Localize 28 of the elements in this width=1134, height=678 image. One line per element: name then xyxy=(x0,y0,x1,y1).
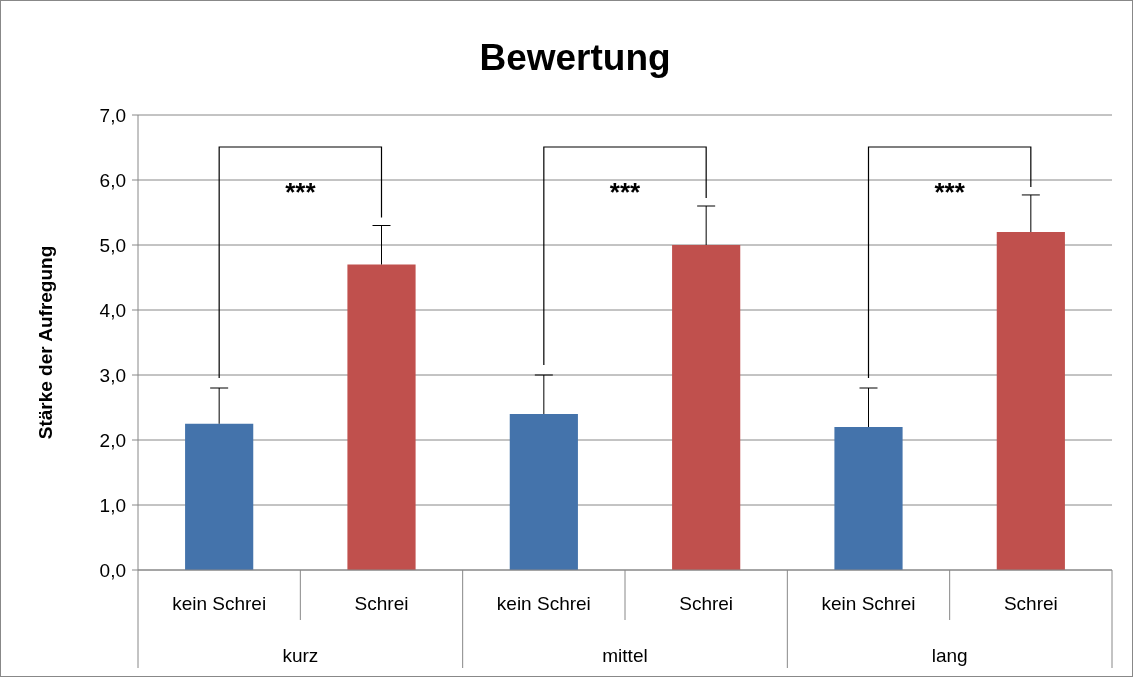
bar xyxy=(185,423,254,570)
chart-title: Bewertung xyxy=(479,37,671,78)
bar xyxy=(672,245,741,570)
y-axis-title: Stärke der Aufregung xyxy=(35,245,56,440)
annotation: *** xyxy=(934,177,966,207)
annotation: *** xyxy=(285,177,317,207)
x-tick-label: kein Schrei xyxy=(172,593,267,614)
y-tick-label: 2,0 xyxy=(99,429,126,451)
x-tick-label: Schrei xyxy=(1003,593,1058,614)
y-tick-label: 0,0 xyxy=(99,559,126,581)
bar xyxy=(996,232,1065,570)
text: kurz xyxy=(282,645,319,666)
text: mittel xyxy=(602,645,648,666)
y-tick-label: 3,0 xyxy=(99,364,126,386)
x-tick-label: kein Schrei xyxy=(821,593,916,614)
y-tick-label: 1,0 xyxy=(99,494,126,516)
y-tick-label: 6,0 xyxy=(99,169,126,191)
bar xyxy=(834,427,903,570)
bar xyxy=(347,264,416,570)
y-tick-label: 7,0 xyxy=(99,104,126,126)
y-tick-label: 5,0 xyxy=(99,234,126,256)
y-tick-label: 4,0 xyxy=(99,299,126,321)
annotation: *** xyxy=(609,177,642,207)
text: lang xyxy=(931,645,968,666)
x-tick-label: kein Schrei xyxy=(496,593,591,614)
bar xyxy=(509,414,578,570)
x-tick-label: Schrei xyxy=(679,593,734,614)
x-tick-label: Schrei xyxy=(354,593,409,614)
